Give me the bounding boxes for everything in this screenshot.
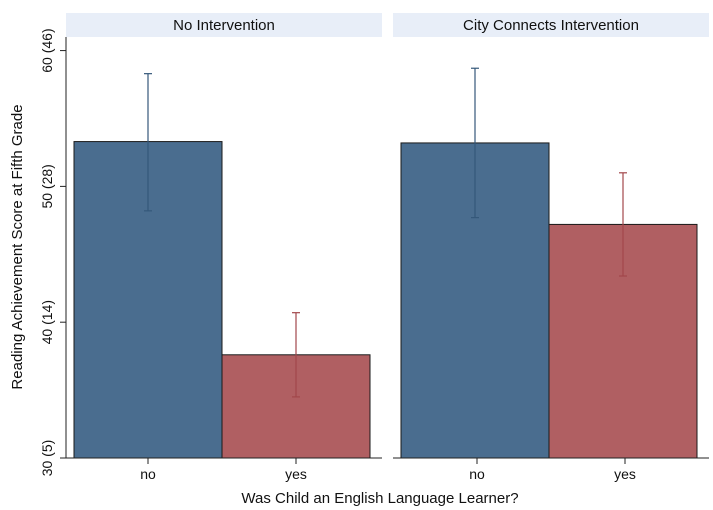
panel-title: City Connects Intervention	[463, 17, 639, 34]
y-axis: 30 (5) 40 (14) 50 (28) 60 (46) Reading Achi…	[9, 28, 67, 476]
x-axis-label: Was Child an English Language Learner?	[241, 490, 518, 507]
y-axis-label: Reading Achievement Score at Fifth Grade	[9, 104, 26, 389]
y-tick-label: 60 (46)	[39, 28, 55, 72]
panel-header-bg	[393, 13, 709, 37]
y-tick-label: 30 (5)	[39, 440, 55, 477]
panel-no-intervention: No Intervention no yes	[66, 13, 382, 482]
y-tick-label: 40 (14)	[39, 300, 55, 344]
x-tick-label: yes	[614, 466, 636, 482]
panel-title: No Intervention	[173, 17, 275, 34]
bar-group	[400, 67, 698, 459]
panel-header-bg	[66, 13, 382, 37]
y-ticks: 30 (5) 40 (14) 50 (28) 60 (46)	[39, 28, 66, 476]
x-tick-label: no	[140, 466, 156, 482]
x-tick-label: no	[469, 466, 485, 482]
bar-group	[73, 73, 371, 459]
y-tick-label: 50 (28)	[39, 164, 55, 208]
x-tick-label: yes	[285, 466, 307, 482]
panel-city-connects-intervention: City Connects Intervention no yes	[393, 13, 709, 482]
